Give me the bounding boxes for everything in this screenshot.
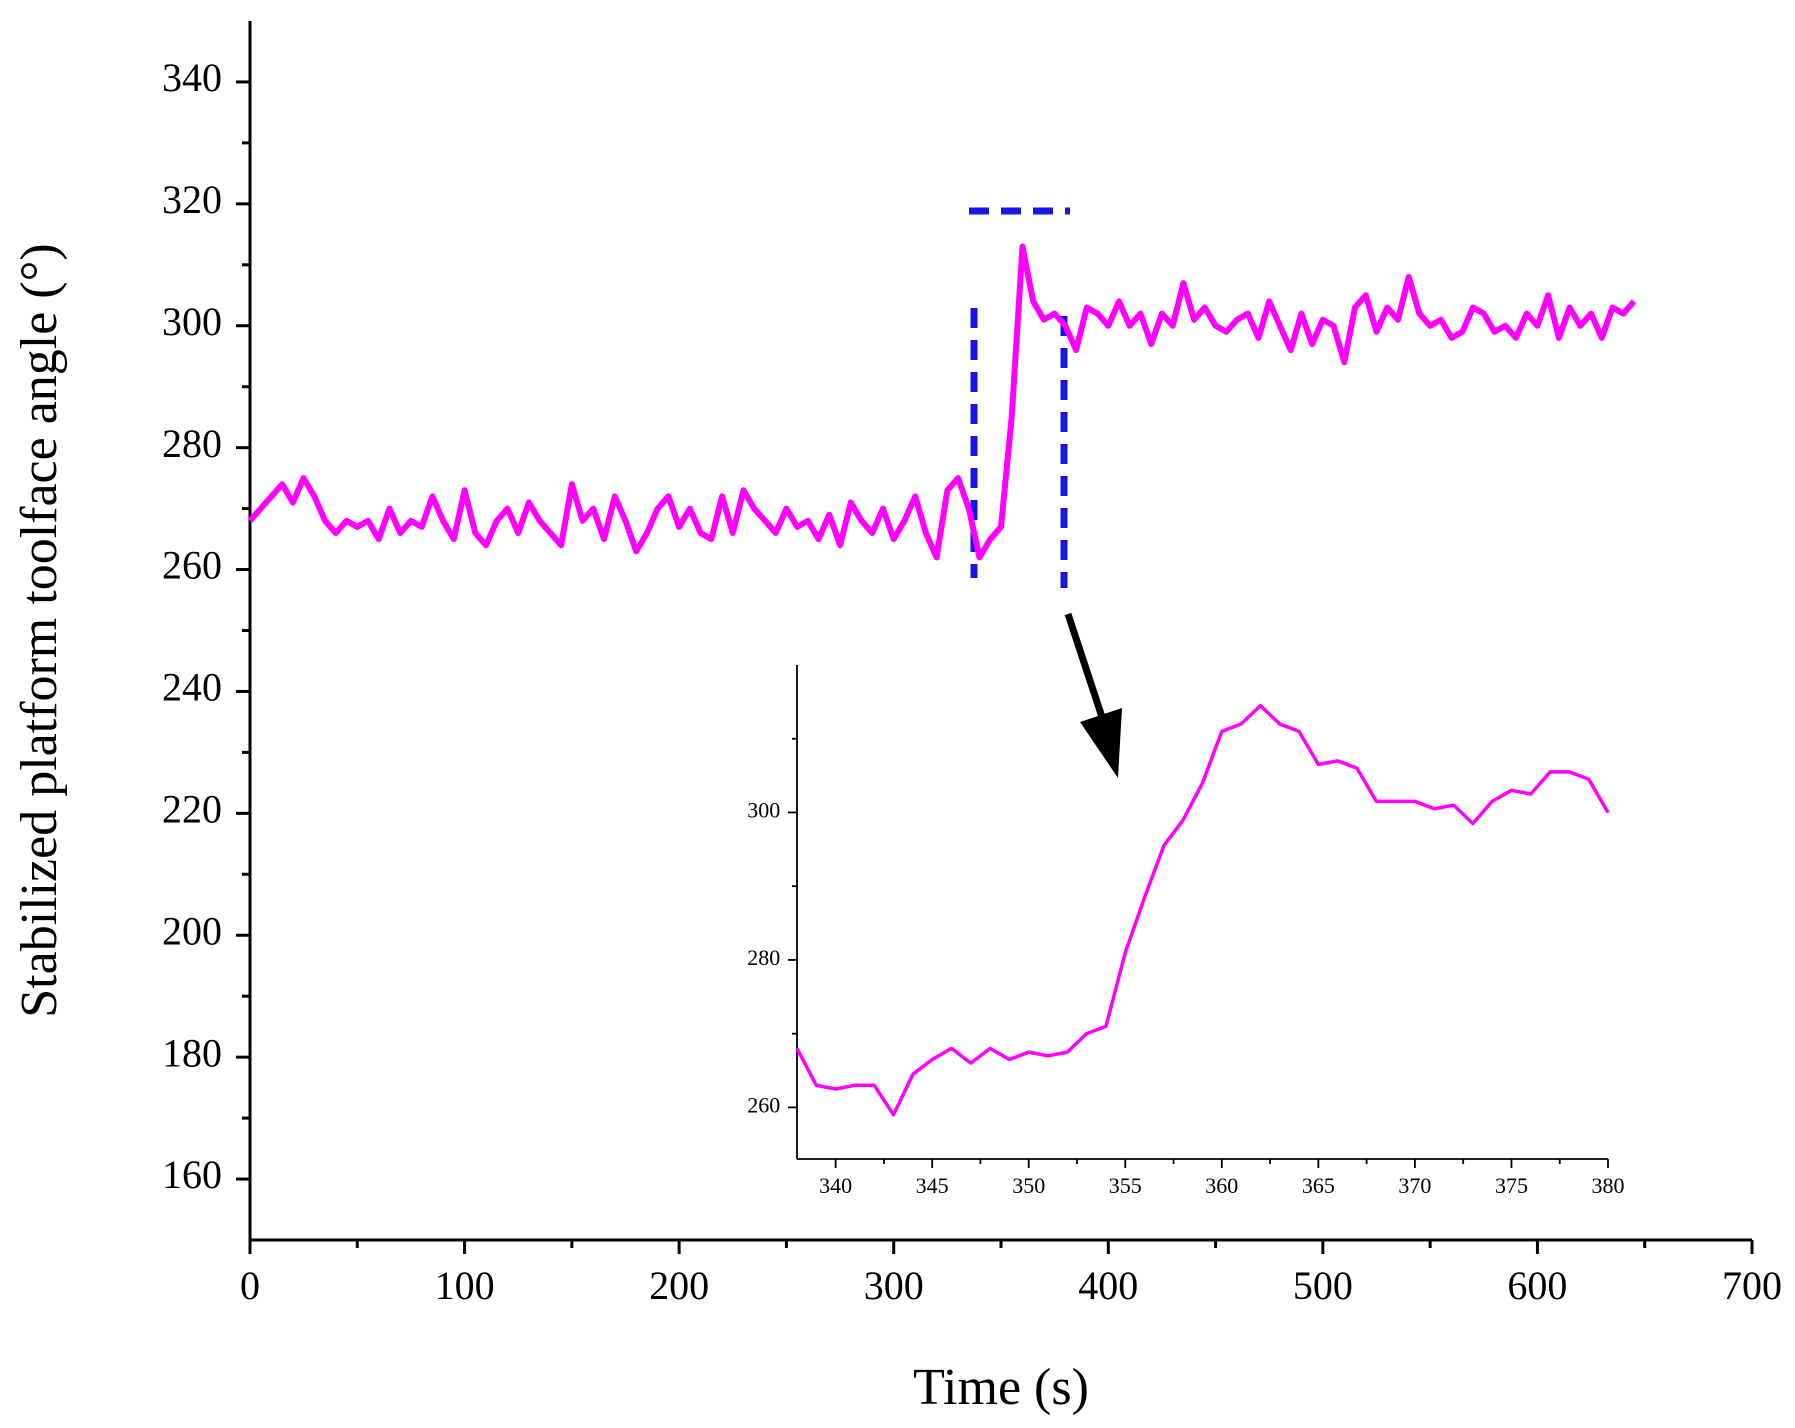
y-tick-label: 300 [747,798,780,823]
x-tick-label: 0 [240,1263,260,1308]
x-tick-label: 500 [1293,1263,1353,1308]
y-tick-label: 260 [162,543,222,588]
x-tick-label: 700 [1722,1263,1782,1308]
x-tick-label: 360 [1205,1173,1238,1198]
x-tick-label: 600 [1507,1263,1567,1308]
arrow [1064,612,1122,778]
x-tick-label: 200 [649,1263,709,1308]
x-tick-label: 380 [1592,1173,1625,1198]
arrow-shaft [1064,612,1107,722]
x-tick-label: 300 [864,1263,924,1308]
y-tick-label: 220 [162,787,222,832]
x-tick-label: 400 [1078,1263,1138,1308]
x-tick-label: 375 [1495,1173,1528,1198]
y-tick-label: 280 [162,421,222,466]
x-tick-label: 350 [1012,1173,1045,1198]
x-axis-title: Time (s) [913,1359,1089,1416]
y-tick-label: 160 [162,1152,222,1197]
x-tick-label: 365 [1302,1173,1335,1198]
y-tick-label: 260 [747,1092,780,1117]
y-tick-label: 280 [747,945,780,970]
y-tick-label: 240 [162,665,222,710]
y-axis-title: Stabilized platform toolface angle (°) [11,243,68,1018]
x-tick-label: 340 [819,1173,852,1198]
y-tick-label: 340 [162,55,222,100]
x-tick-label: 345 [916,1173,949,1198]
x-tick-label: 370 [1398,1173,1431,1198]
y-tick-label: 300 [162,299,222,344]
y-tick-label: 200 [162,908,222,953]
y-tick-label: 320 [162,177,222,222]
data-line [247,243,1637,561]
y-tick-label: 180 [162,1030,222,1075]
data-line [795,703,1610,1117]
arrow-head [1080,708,1122,778]
x-tick-label: 100 [435,1263,495,1308]
x-tick-label: 355 [1109,1173,1142,1198]
